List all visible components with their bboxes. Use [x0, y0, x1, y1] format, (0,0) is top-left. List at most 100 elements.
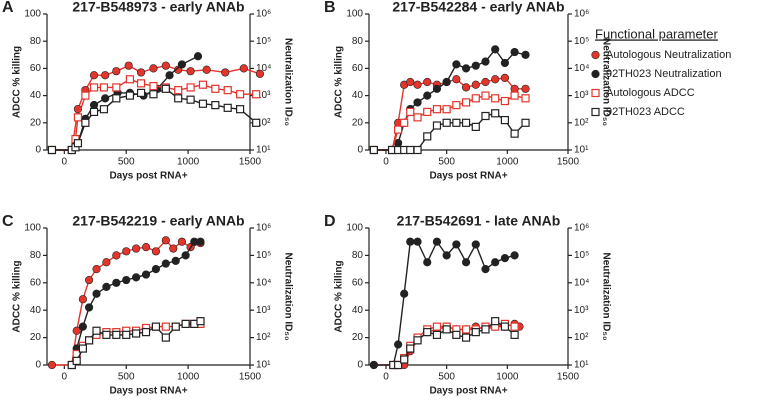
y-axis-label: ADCC % killing — [12, 46, 23, 118]
marker-square — [149, 81, 158, 91]
marker-square — [112, 94, 121, 103]
marker-square — [432, 121, 442, 130]
marker-circle — [132, 273, 141, 282]
legend-label: 92TH023 ADCC — [606, 106, 685, 118]
panel-label: C — [2, 213, 14, 230]
marker-square — [81, 91, 90, 100]
marker-circle — [413, 237, 422, 246]
x-tick-label: 1500 — [557, 157, 580, 168]
marker-square — [452, 118, 461, 127]
marker-square — [235, 90, 245, 99]
panel-label: D — [324, 213, 336, 230]
y-tick-label: 40 — [352, 90, 364, 101]
marker-circle — [406, 77, 415, 87]
y2-tick-label: 10² — [256, 332, 271, 343]
y-tick-label: 20 — [30, 117, 42, 128]
panel-label: B — [324, 0, 336, 16]
marker-square — [67, 360, 76, 370]
y-tick-label: 100 — [24, 223, 41, 234]
marker-circle — [442, 251, 451, 260]
panel-label: A — [2, 0, 14, 16]
marker-circle — [481, 57, 490, 66]
y-tick-label: 60 — [30, 63, 42, 74]
y-tick-label: 100 — [346, 9, 363, 20]
marker-circle — [78, 295, 87, 304]
marker-square — [394, 360, 403, 370]
marker-square — [432, 105, 442, 114]
x-tick-label: 1000 — [496, 157, 519, 168]
marker-circle — [423, 77, 432, 87]
marker-square — [132, 329, 141, 338]
x-tick-label: 0 — [62, 372, 68, 383]
marker-circle — [72, 326, 81, 335]
y-tick-label: 80 — [30, 36, 42, 47]
marker-circle — [461, 83, 471, 92]
marker-circle — [510, 251, 519, 260]
marker-square — [481, 325, 490, 334]
x-axis-label: Days post RNA+ — [429, 386, 507, 397]
marker-square — [149, 90, 158, 99]
marker-square — [400, 118, 409, 127]
x-tick-label: 1000 — [177, 372, 200, 383]
marker-circle — [92, 289, 101, 298]
y2-tick-label: 10⁴ — [256, 63, 271, 74]
y2-tick-label: 10⁵ — [256, 36, 271, 47]
marker-square — [174, 94, 183, 103]
y-tick-label: 60 — [352, 63, 364, 74]
y2-tick-label: 10⁶ — [574, 223, 589, 234]
marker-circle — [521, 84, 530, 93]
x-tick-label: 0 — [62, 157, 68, 168]
marker-circle — [84, 303, 94, 312]
legend-title: Functional parameter — [595, 26, 719, 41]
marker-circle — [442, 77, 451, 87]
y-tick-label: 100 — [24, 9, 41, 20]
marker-square — [442, 105, 451, 114]
y2-tick-label: 10⁶ — [256, 223, 271, 234]
marker-circle — [101, 94, 110, 103]
marker-square — [112, 330, 121, 339]
marker-square — [112, 83, 121, 92]
marker-circle — [122, 275, 131, 285]
marker-circle — [181, 251, 190, 260]
y2-tick-label: 10¹ — [256, 145, 271, 156]
marker-circle — [202, 65, 211, 74]
marker-circle — [169, 244, 178, 253]
x-tick-label: 500 — [438, 157, 455, 168]
marker-square — [461, 325, 471, 334]
marker-square — [471, 94, 480, 103]
y2-tick-label: 10² — [574, 117, 589, 128]
marker-square — [413, 145, 422, 155]
y-tick-label: 60 — [30, 277, 42, 288]
y2-tick-label: 10³ — [574, 305, 589, 316]
marker-square — [102, 330, 111, 339]
marker-square — [442, 118, 451, 127]
series-line — [71, 320, 201, 366]
y-tick-label: 80 — [352, 36, 364, 47]
marker-circle — [471, 61, 480, 70]
y2-tick-label: 10³ — [256, 305, 271, 316]
marker-square — [510, 330, 519, 339]
x-tick-label: 1500 — [239, 157, 262, 168]
x-tick-label: 500 — [438, 372, 455, 383]
marker-square — [81, 118, 90, 127]
marker-square — [92, 326, 101, 335]
marker-circle — [491, 45, 500, 54]
marker-circle — [161, 259, 170, 268]
marker-circle — [151, 247, 161, 256]
marker-circle — [432, 84, 442, 93]
y2-tick-label: 10⁴ — [574, 63, 589, 74]
marker-circle — [471, 240, 480, 249]
y-tick-label: 100 — [346, 223, 363, 234]
marker-square — [413, 336, 422, 345]
marker-circle — [112, 251, 121, 260]
y-tick-label: 80 — [30, 250, 42, 261]
marker-circle — [193, 52, 203, 61]
series-line — [373, 77, 526, 151]
marker-circle — [151, 265, 161, 274]
y2-tick-label: 10¹ — [574, 360, 589, 371]
marker-circle — [432, 237, 442, 246]
marker-circle — [102, 282, 111, 292]
series-line — [373, 240, 515, 366]
marker-circle — [196, 237, 205, 246]
